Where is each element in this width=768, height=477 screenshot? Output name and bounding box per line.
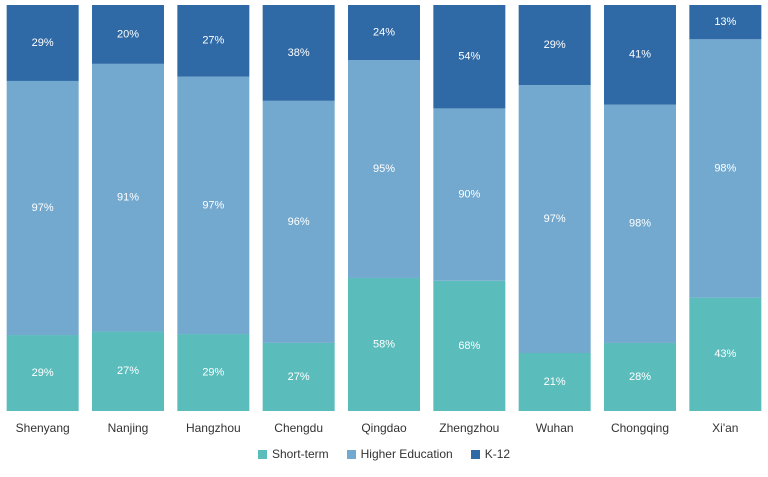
bar-short-term-zhengzhou (433, 280, 506, 411)
data-label-short-term-qingdao: 58% (373, 338, 395, 350)
data-label-higher-education-chongqing: 98% (629, 218, 651, 230)
bar-short-term-chengdu (262, 342, 335, 411)
bar-short-term-wuhan (518, 353, 591, 411)
data-label-k-12-zhengzhou: 54% (458, 51, 480, 63)
bar-short-term-chongqing (604, 342, 676, 411)
x-tick-label-xi-an: Xi'an (712, 421, 738, 435)
stacked-bar-chart: 29% 97% 29% Shenyang 27% 91% 20% Nanjing 29% 97% 2… (6, 5, 762, 435)
bar-higher-education-chongqing (604, 104, 676, 343)
data-label-short-term-xi-an: 43% (714, 348, 736, 360)
data-label-short-term-zhengzhou: 68% (458, 340, 480, 352)
legend-item-higher-education: Higher Education (346, 447, 453, 461)
bar-higher-education-wuhan (518, 85, 591, 353)
data-label-k-12-chengdu: 38% (288, 47, 310, 59)
data-label-short-term-chongqing: 28% (629, 371, 651, 383)
data-label-higher-education-wuhan: 97% (544, 213, 566, 225)
bar-k-12-qingdao (348, 5, 420, 61)
bar-higher-education-shenyang (6, 80, 79, 336)
x-tick-label-shenyang: Shenyang (16, 421, 70, 435)
x-tick-label-chengdu: Chengdu (274, 421, 323, 435)
legend-item-k12: K-12 (470, 447, 511, 461)
bar-k-12-wuhan (518, 5, 591, 86)
legend-item-short-term: Short-term (257, 447, 329, 461)
x-tick-label-nanjing: Nanjing (108, 421, 149, 435)
data-label-short-term-shenyang: 29% (32, 367, 54, 379)
bar-higher-education-qingdao (348, 60, 420, 278)
legend-swatch-higher-education (346, 449, 356, 459)
bar-k-12-shenyang (6, 5, 79, 81)
data-label-k-12-xi-an: 13% (714, 16, 736, 28)
chart-legend: Short-term Higher Education K-12 (0, 447, 768, 461)
data-label-higher-education-nanjing: 91% (117, 192, 139, 204)
bar-short-term-hangzhou (177, 334, 250, 411)
data-label-short-term-chengdu: 27% (288, 371, 310, 383)
bar-short-term-xi-an (689, 297, 762, 411)
bar-k-12-nanjing (92, 5, 164, 64)
legend-swatch-k12 (470, 449, 480, 459)
data-label-higher-education-shenyang: 97% (32, 202, 54, 214)
data-label-higher-education-qingdao: 95% (373, 163, 395, 175)
bar-short-term-shenyang (6, 335, 79, 411)
data-label-higher-education-hangzhou: 97% (202, 199, 224, 211)
x-tick-label-qingdao: Qingdao (361, 421, 407, 435)
data-label-k-12-qingdao: 24% (373, 26, 395, 38)
legend-swatch-short-term (257, 449, 267, 459)
x-tick-label-zhengzhou: Zhengzhou (439, 421, 499, 435)
data-label-short-term-wuhan: 21% (544, 376, 566, 388)
data-label-higher-education-xi-an: 98% (714, 162, 736, 174)
bar-higher-education-nanjing (92, 63, 164, 332)
data-label-k-12-shenyang: 29% (32, 37, 54, 49)
bar-higher-education-chengdu (262, 100, 335, 343)
data-label-k-12-nanjing: 20% (117, 28, 139, 40)
bar-k-12-xi-an (689, 5, 762, 40)
bar-k-12-zhengzhou (433, 5, 506, 109)
data-label-higher-education-chengdu: 96% (288, 216, 310, 228)
data-label-short-term-hangzhou: 29% (202, 366, 224, 378)
bar-k-12-chengdu (262, 5, 335, 101)
legend-label-short-term: Short-term (271, 447, 329, 461)
bar-higher-education-zhengzhou (433, 108, 506, 281)
data-label-k-12-hangzhou: 27% (202, 35, 224, 47)
x-tick-label-wuhan: Wuhan (536, 421, 574, 435)
bar-k-12-hangzhou (177, 5, 250, 77)
bar-higher-education-xi-an (689, 39, 762, 298)
bar-higher-education-hangzhou (177, 76, 250, 335)
data-label-k-12-chongqing: 41% (629, 49, 651, 61)
data-label-short-term-nanjing: 27% (117, 365, 139, 377)
bar-short-term-nanjing (92, 331, 164, 411)
x-tick-label-hangzhou: Hangzhou (186, 421, 241, 435)
x-tick-label-chongqing: Chongqing (611, 421, 669, 435)
data-label-k-12-wuhan: 29% (544, 39, 566, 51)
data-label-higher-education-zhengzhou: 90% (458, 189, 480, 201)
legend-label-higher-education: Higher Education (360, 447, 453, 461)
bar-short-term-qingdao (348, 277, 420, 411)
bar-k-12-chongqing (604, 5, 676, 105)
legend-label-k12: K-12 (484, 447, 511, 461)
